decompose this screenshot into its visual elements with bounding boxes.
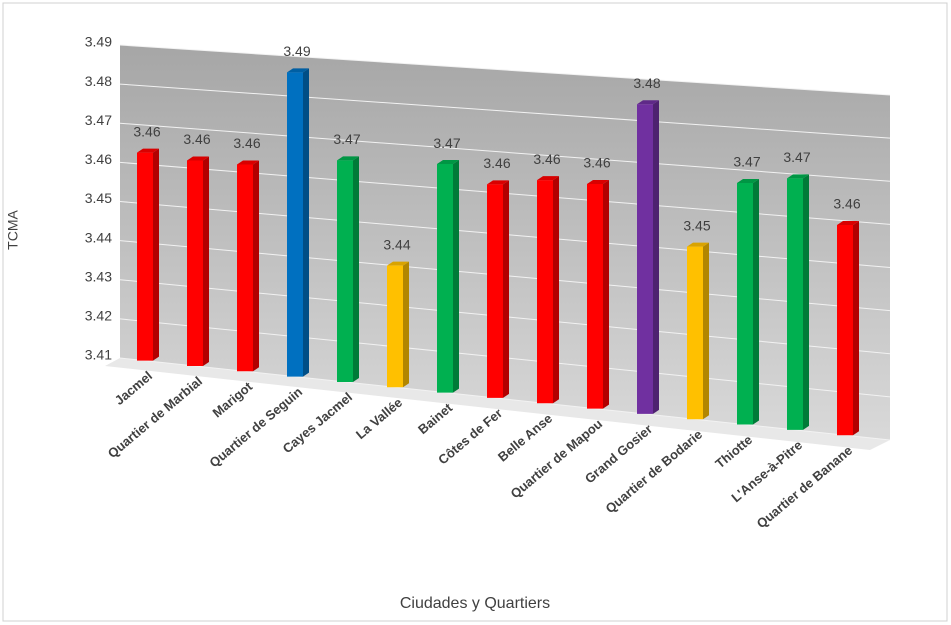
bar-side xyxy=(703,242,709,420)
value-label: 3.46 xyxy=(233,135,260,151)
y-tick-label: 3.43 xyxy=(85,268,112,284)
bar xyxy=(537,180,553,404)
bar xyxy=(187,160,203,366)
bar-top xyxy=(737,179,759,184)
grid-line xyxy=(119,83,891,139)
bar xyxy=(737,183,753,425)
bar xyxy=(237,164,253,372)
y-tick-label: 3.47 xyxy=(85,112,112,128)
y-tick-label: 3.49 xyxy=(85,34,112,50)
bar xyxy=(837,225,853,436)
bar-top xyxy=(187,156,209,161)
bar-top xyxy=(637,100,659,105)
bar-top xyxy=(337,156,359,161)
bar xyxy=(137,152,153,361)
grid-line xyxy=(119,44,891,96)
y-tick-label: 3.41 xyxy=(85,347,112,363)
value-label: 3.49 xyxy=(283,43,310,59)
bar-side xyxy=(553,176,559,404)
bar-side xyxy=(803,174,809,430)
bar-side xyxy=(603,179,609,409)
bar-side xyxy=(303,68,309,377)
bar-side xyxy=(503,180,509,398)
bar xyxy=(787,178,803,430)
x-axis-title: Ciudades y Quartiers xyxy=(400,595,550,612)
bar xyxy=(337,160,353,382)
bar-top xyxy=(487,180,509,185)
value-label: 3.48 xyxy=(633,75,660,91)
bar-side xyxy=(353,156,359,382)
bar xyxy=(587,183,603,409)
value-label: 3.47 xyxy=(333,131,360,147)
y-axis-title: TCMA xyxy=(5,210,21,250)
value-label: 3.46 xyxy=(583,155,610,171)
value-label: 3.47 xyxy=(733,154,760,170)
grid-line xyxy=(119,122,891,182)
value-label: 3.47 xyxy=(783,149,810,165)
bar-top xyxy=(287,68,309,73)
bar xyxy=(487,184,503,398)
bar-side xyxy=(203,156,209,366)
bar xyxy=(437,164,453,393)
bar-top xyxy=(137,148,159,153)
y-tick-label: 3.45 xyxy=(85,190,112,206)
bar-side xyxy=(153,148,159,361)
bar-side xyxy=(453,160,459,393)
floor xyxy=(105,358,890,450)
bar-top xyxy=(587,179,609,184)
bar xyxy=(287,72,303,377)
value-label: 3.46 xyxy=(833,196,860,212)
y-tick-label: 3.46 xyxy=(85,151,112,167)
value-label: 3.46 xyxy=(183,131,210,147)
value-label: 3.45 xyxy=(683,217,710,233)
y-tick-label: 3.44 xyxy=(85,229,112,245)
value-label: 3.46 xyxy=(533,151,560,167)
bar-top xyxy=(787,174,809,179)
y-tick-label: 3.48 xyxy=(85,73,112,89)
bar xyxy=(637,104,653,414)
bar-top xyxy=(537,176,559,181)
bar-top xyxy=(837,221,859,226)
value-label: 3.46 xyxy=(133,123,160,139)
value-label: 3.44 xyxy=(383,236,410,252)
bar-top xyxy=(437,160,459,165)
grid-line xyxy=(119,357,891,441)
bar-side xyxy=(853,221,859,436)
value-label: 3.46 xyxy=(483,155,510,171)
bar xyxy=(387,265,403,388)
bar-top xyxy=(687,242,709,247)
bar-side xyxy=(253,160,259,372)
value-label: 3.47 xyxy=(433,135,460,151)
bar-side xyxy=(653,100,659,414)
bar-top xyxy=(387,261,409,266)
bar-side xyxy=(403,261,409,388)
bar xyxy=(687,246,703,420)
bar-top xyxy=(237,160,259,165)
y-tick-label: 3.42 xyxy=(85,308,112,324)
bar-side xyxy=(753,179,759,425)
